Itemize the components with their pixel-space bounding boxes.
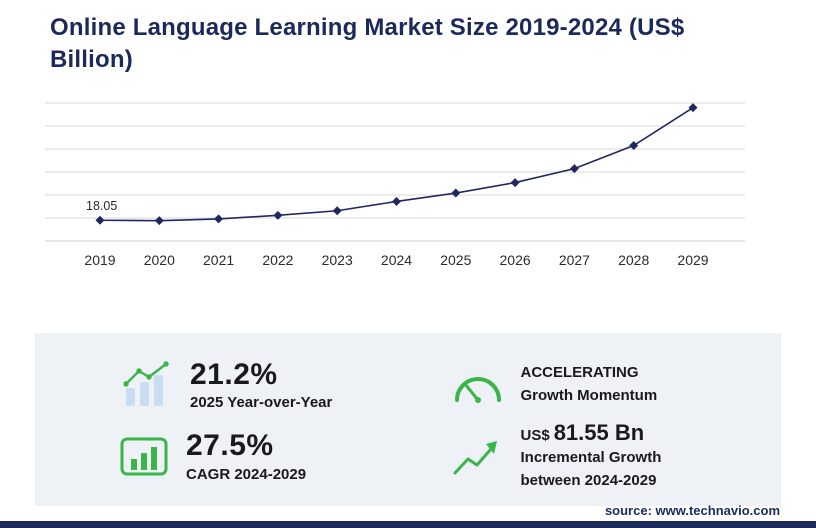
- line-chart-svg: 2019 2020 2021 2022 2023 2024 2025 2026 2027 2028…: [45, 102, 745, 268]
- svg-text:2027: 2027: [559, 252, 590, 268]
- yoy-label: 2025 Year-over-Year: [190, 394, 332, 411]
- page-title: Online Language Learning Market Size 201…: [50, 14, 685, 74]
- incremental-line1: Incremental Growth: [520, 448, 662, 466]
- svg-text:2025: 2025: [440, 252, 471, 268]
- momentum-line2: Growth Momentum: [520, 387, 658, 405]
- stat-cagr: 27.5% CAGR 2024-2029: [120, 420, 421, 493]
- momentum-line1: ACCELERATING: [520, 364, 639, 381]
- svg-text:2026: 2026: [500, 252, 531, 268]
- cagr-range: 2024-2029: [234, 465, 307, 483]
- svg-text:18.05: 18.05: [86, 199, 117, 213]
- svg-text:2029: 2029: [677, 252, 708, 268]
- svg-text:2019: 2019: [84, 252, 115, 268]
- bar-trend-icon: [120, 360, 172, 408]
- stat-momentum: ACCELERATING Growth Momentum: [451, 349, 752, 420]
- yoy-year: 2025: [190, 394, 224, 411]
- cagr-prefix: CAGR: [186, 465, 231, 483]
- yoy-value: 21.2%: [190, 357, 278, 391]
- svg-text:2020: 2020: [144, 252, 175, 268]
- cagr-label: CAGR 2024-2029: [186, 466, 306, 483]
- svg-text:2021: 2021: [203, 252, 234, 268]
- svg-text:2028: 2028: [618, 252, 649, 268]
- market-size-chart: 2019 2020 2021 2022 2023 2024 2025 2026 2027 2028…: [45, 98, 761, 276]
- yoy-label-text: Year-over-Year: [227, 394, 333, 411]
- growth-arrow-icon: [451, 433, 503, 479]
- stat-incremental: US$ 81.55 Bn Incremental Growth between 2…: [451, 420, 752, 493]
- svg-text:2024: 2024: [381, 252, 412, 268]
- svg-text:2023: 2023: [322, 252, 353, 268]
- cagr-value: 27.5%: [186, 429, 274, 462]
- incremental-currency: US$: [520, 426, 550, 444]
- incremental-amount: 81.55 Bn: [553, 419, 645, 445]
- bars-box-icon: [120, 434, 168, 478]
- incremental-line2: between 2024-2029: [520, 471, 657, 489]
- speedometer-icon: [451, 363, 503, 405]
- stat-yoy: 21.2% 2025 Year-over-Year: [120, 349, 421, 420]
- incremental-value: US$ 81.55 Bn: [521, 420, 662, 446]
- bottom-accent-bar: [0, 521, 816, 528]
- svg-text:2022: 2022: [262, 252, 293, 268]
- stats-panel: 21.2% 2025 Year-over-Year ACCELERATING G…: [35, 333, 781, 506]
- source-credit: source: www.technavio.com: [604, 503, 780, 518]
